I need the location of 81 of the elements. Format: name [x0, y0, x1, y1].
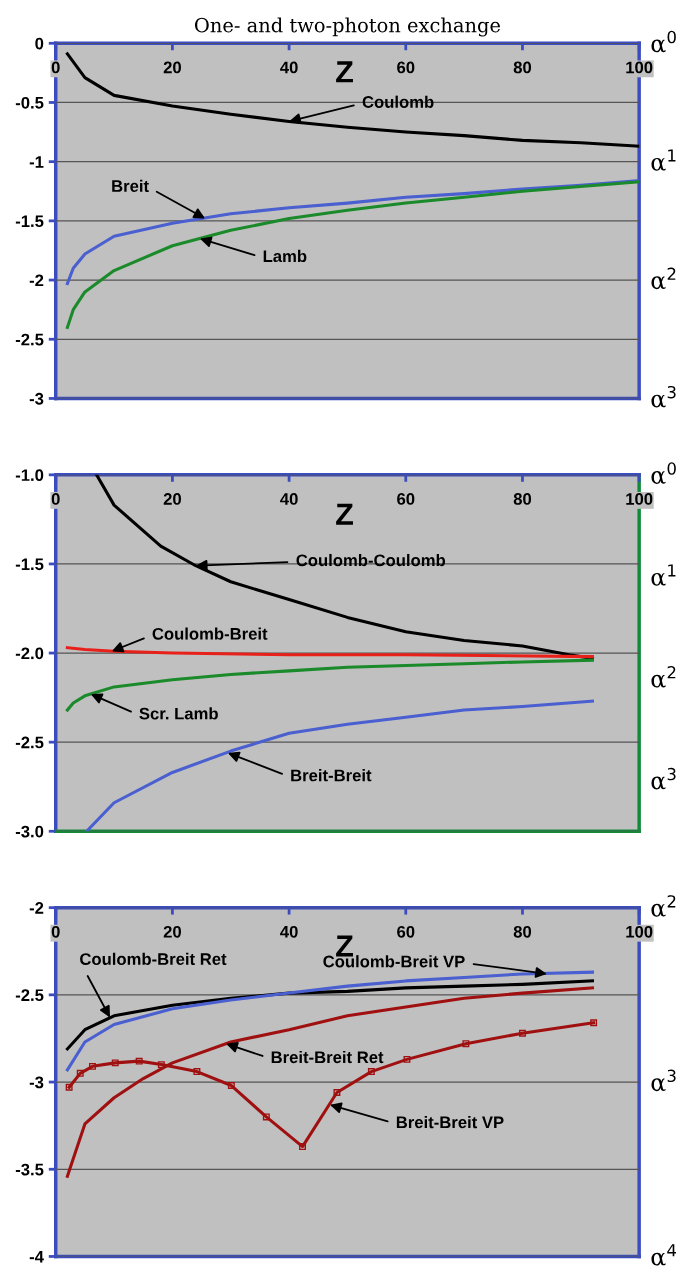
point: [157, 1061, 165, 1069]
x-tick-label: 0: [51, 493, 60, 505]
y-tick-label: -2: [29, 274, 44, 287]
point: [111, 1059, 119, 1067]
x-axis-title: Z: [336, 61, 353, 83]
x-tick-label: 0: [51, 925, 60, 938]
y-tick-label: -3: [29, 1076, 44, 1089]
point: [333, 1089, 341, 1096]
x-tick-label: 60: [397, 493, 415, 505]
x-tick-label: 20: [163, 493, 181, 505]
x-tick-label: 60: [397, 925, 415, 938]
y-tick-label: -2.5: [15, 989, 44, 1002]
y-tick-label: -3.5: [15, 1163, 44, 1176]
point: [135, 1057, 143, 1065]
y2-tick-label: α$^{2}$: [651, 895, 676, 917]
point: [227, 1082, 235, 1090]
y-tick-label: -2.5: [15, 333, 44, 346]
annotation: Breit: [112, 179, 149, 192]
annotation: Lamb: [263, 249, 307, 263]
y-tick-label: -1.0: [15, 469, 44, 482]
x-tick-label: 80: [513, 61, 532, 74]
x-tick-label: 20: [163, 925, 181, 938]
point: [518, 1029, 526, 1037]
annotation: Scr. Lamb: [139, 707, 218, 720]
point: [193, 1068, 201, 1076]
annotation: Breit-Breit: [291, 769, 372, 782]
x-axis-title: Z: [336, 503, 353, 525]
annotation: Breit-Breit Ret: [271, 1050, 384, 1064]
x-tick-label: 40: [280, 493, 298, 505]
y-tick-label: -4: [29, 1251, 44, 1263]
point: [403, 1055, 411, 1063]
y-tick-label: -1: [29, 156, 44, 168]
y-tick-label: -3: [29, 392, 44, 405]
annotation: Coulomb-Breit Ret: [80, 952, 227, 965]
line-series: [95, 474, 595, 660]
x-tick-label: 40: [280, 61, 298, 74]
point: [65, 1083, 73, 1091]
annotation: Breit-Breit VP: [396, 1115, 504, 1129]
point: [462, 1040, 470, 1048]
point: [76, 1069, 84, 1077]
y-tick-label: -2.5: [15, 736, 44, 749]
point: [590, 1019, 598, 1027]
point: [262, 1113, 270, 1121]
annotation: Coulomb-Coulomb: [296, 553, 446, 567]
x-tick-label: 40: [280, 925, 298, 938]
point: [299, 1143, 306, 1151]
y2-tick-label: α$^{1}$: [651, 564, 676, 586]
x-tick-label: 0: [51, 61, 60, 74]
x-tick-label: 100: [626, 61, 653, 74]
y-tick-label: -2: [29, 902, 44, 914]
line-series: [65, 986, 595, 1178]
x-tick-label: 80: [513, 493, 532, 505]
chart-title: One- and two-photon exchange: [195, 17, 500, 37]
x-tick-label: 80: [513, 925, 532, 938]
y2-tick-label: α$^{3}$: [651, 767, 676, 790]
y2-tick-label: α$^{0}$: [651, 30, 676, 53]
x-tick-label: 20: [163, 61, 181, 74]
y-tick-label: 0: [35, 37, 44, 50]
annotation: Coulomb-Breit: [152, 627, 268, 640]
point: [367, 1068, 375, 1076]
y2-tick-label: α$^{1}$: [651, 149, 676, 171]
point: [89, 1062, 96, 1070]
y-tick-label: -0.5: [15, 96, 44, 109]
y-tick-label: -2.0: [15, 647, 44, 660]
y-tick-label: -1.5: [15, 558, 44, 571]
line-series: [65, 970, 595, 1072]
y-tick-label: -3.0: [15, 825, 44, 838]
x-tick-label: 60: [397, 61, 415, 74]
x-axis-title: Z: [336, 935, 353, 957]
y2-tick-label: α$^{0}$: [651, 462, 676, 484]
x-tick-label: 100: [626, 493, 653, 505]
y-tick-label: -1.5: [15, 215, 44, 228]
line-series: [85, 699, 595, 832]
y2-tick-label: α$^{2}$: [651, 665, 676, 688]
y2-tick-label: α$^{3}$: [651, 385, 676, 408]
annotation: Coulomb-Breit VP: [323, 955, 465, 968]
line-series: [65, 180, 640, 329]
y2-tick-label: α$^{4}$: [651, 1244, 677, 1266]
y2-tick-label: α$^{2}$: [651, 267, 676, 290]
y2-tick-label: α$^{3}$: [651, 1069, 676, 1092]
x-tick-label: 100: [626, 925, 653, 938]
